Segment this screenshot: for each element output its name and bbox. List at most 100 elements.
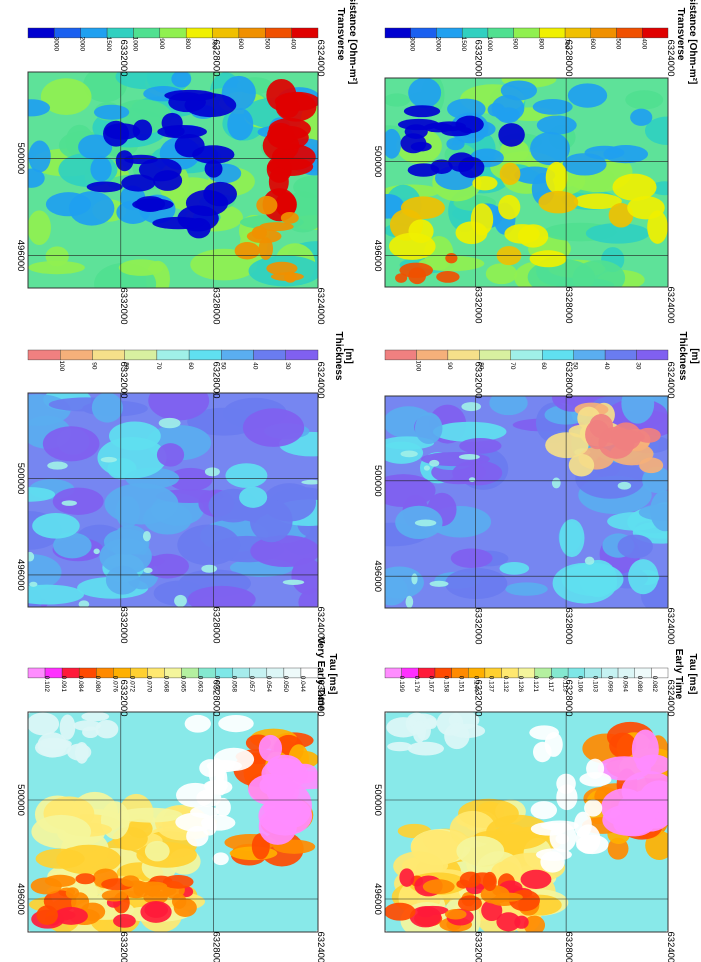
map-raster [28, 393, 318, 607]
bottom-tick-label: 6328000 [563, 608, 574, 645]
legend-swatch [573, 349, 606, 361]
legend-label: 50 [219, 362, 226, 370]
legend-swatch [590, 27, 617, 39]
legend-label: 0.099 [606, 676, 613, 693]
map-raster [385, 396, 668, 608]
legend-label: 0.072 [128, 676, 135, 693]
legend-swatch [27, 349, 61, 361]
panel-early-time: 6332000 6328000 6324000 6332000 6328000 63240… [372, 649, 698, 962]
left-tick-label: 496000 [372, 883, 383, 915]
legend-label: 0.167 [428, 676, 435, 693]
bottom-tick-label: 6332000 [118, 932, 129, 962]
legend-label: 400 [290, 38, 297, 49]
legend-label: 700 [211, 38, 218, 49]
top-tick-label: 6332000 [118, 40, 129, 77]
top-tick-label: 6332000 [118, 680, 129, 717]
legend-label: 0.179 [413, 676, 420, 693]
legend-swatch [60, 349, 93, 361]
bottom-tick-label: 6324000 [665, 608, 676, 645]
legend-label: 0.076 [111, 676, 118, 693]
legend-swatch [291, 27, 319, 39]
map-frame [384, 77, 669, 288]
bottom-tick-label: 6332000 [473, 608, 484, 645]
map-frame [27, 71, 319, 289]
legend-swatch [221, 349, 254, 361]
bottom-tick-label: 6332000 [473, 287, 484, 324]
bottom-tick-label: 6328000 [563, 287, 574, 324]
legend-label: 3000 [409, 37, 416, 52]
legend-label: 0.061 [214, 676, 221, 693]
color-legend: 100 90 80 70 60 50 40 30 [384, 349, 669, 372]
legend-label: 800 [184, 38, 191, 49]
legend-label: 0.103 [592, 676, 599, 693]
legend-label: 40 [252, 362, 259, 370]
legend-swatch [300, 667, 319, 679]
legend-label: 1000 [131, 37, 138, 52]
bottom-tick-label: 6328000 [563, 932, 574, 962]
legend-label: 0.102 [43, 676, 50, 693]
legend-label: 700 [563, 38, 570, 49]
bottom-tick-label: 6328000 [211, 932, 222, 962]
panel-thickness-top: 6332000 6328000 6324000 6332000 6328000 63240… [15, 332, 354, 644]
top-tick-label: 6332000 [118, 362, 129, 399]
top-tick-label: 6332000 [473, 40, 484, 77]
legend-label: 0.158 [443, 676, 450, 693]
legend-label: 900 [512, 38, 519, 49]
color-legend: 100 90 80 70 60 50 40 30 [27, 349, 319, 372]
left-tick-label: 500000 [372, 784, 383, 816]
legend-label: 0.137 [487, 676, 494, 693]
panel-thickness-bottom: 6332000 6328000 6324000 6332000 6328000 63240… [372, 332, 700, 645]
legend-swatch [27, 27, 55, 39]
legend-label: 0.044 [299, 676, 306, 693]
map-frame [27, 392, 319, 608]
map-raster [28, 72, 318, 288]
panel-title: [m] [343, 348, 354, 364]
top-tick-label: 6332000 [473, 362, 484, 399]
legend-label: 0.068 [162, 676, 169, 693]
legend-label: 100 [414, 360, 421, 371]
legend-label: 90 [90, 362, 97, 370]
legend-label: 100 [58, 360, 65, 371]
color-legend: 3000 2000 1500 1000 900 800 700 600 500 400 [27, 27, 319, 52]
left-tick-label: 500000 [15, 463, 26, 495]
legend-label: 40 [603, 362, 610, 370]
legend-swatch [642, 27, 669, 39]
legend-swatch [564, 27, 592, 39]
legend-label: 2000 [79, 37, 86, 52]
panel-title: Transverse [675, 8, 686, 61]
legend-swatch [124, 349, 158, 361]
legend-swatch [447, 349, 480, 361]
color-legend: 3000 2000 1500 1000 900 800 700 600 500 400 [384, 27, 669, 52]
legend-swatch [156, 349, 190, 361]
legend-swatch [238, 27, 266, 39]
legend-label: 0.144 [472, 676, 479, 693]
legend-swatch [285, 349, 319, 361]
legend-swatch [513, 27, 540, 39]
legend-label: 0.084 [77, 676, 84, 693]
top-tick-label: 6328000 [563, 680, 574, 717]
legend-label: 90 [446, 362, 453, 370]
top-tick-label: 6328000 [211, 362, 222, 399]
bottom-tick-label: 6324000 [665, 287, 676, 324]
bottom-tick-label: 6328000 [211, 288, 222, 325]
legend-label: 0.094 [621, 676, 628, 693]
legend-swatch [539, 27, 566, 39]
panel-transverse-resistance-bottom: 6332000 6328000 6324000 6332000 6328000 63240… [372, 0, 698, 324]
top-tick-label: 6328000 [211, 680, 222, 717]
top-tick-label: 6324000 [665, 362, 676, 399]
panel-title: Early Time [673, 649, 684, 700]
legend-label: 400 [640, 38, 647, 49]
top-tick-label: 6328000 [211, 40, 222, 77]
map-frame [27, 711, 319, 933]
legend-label: 1500 [460, 37, 467, 52]
legend-label: 30 [635, 362, 642, 370]
top-tick-label: 6328000 [563, 40, 574, 77]
panel-title: Tau [ms] [327, 654, 338, 695]
legend-label: 0.058 [231, 676, 238, 693]
legend-label: 0.080 [94, 676, 101, 693]
top-tick-label: 6324000 [665, 680, 676, 717]
legend-swatch [651, 667, 669, 679]
legend-label: 0.082 [651, 676, 658, 693]
legend-label: 3000 [52, 37, 59, 52]
